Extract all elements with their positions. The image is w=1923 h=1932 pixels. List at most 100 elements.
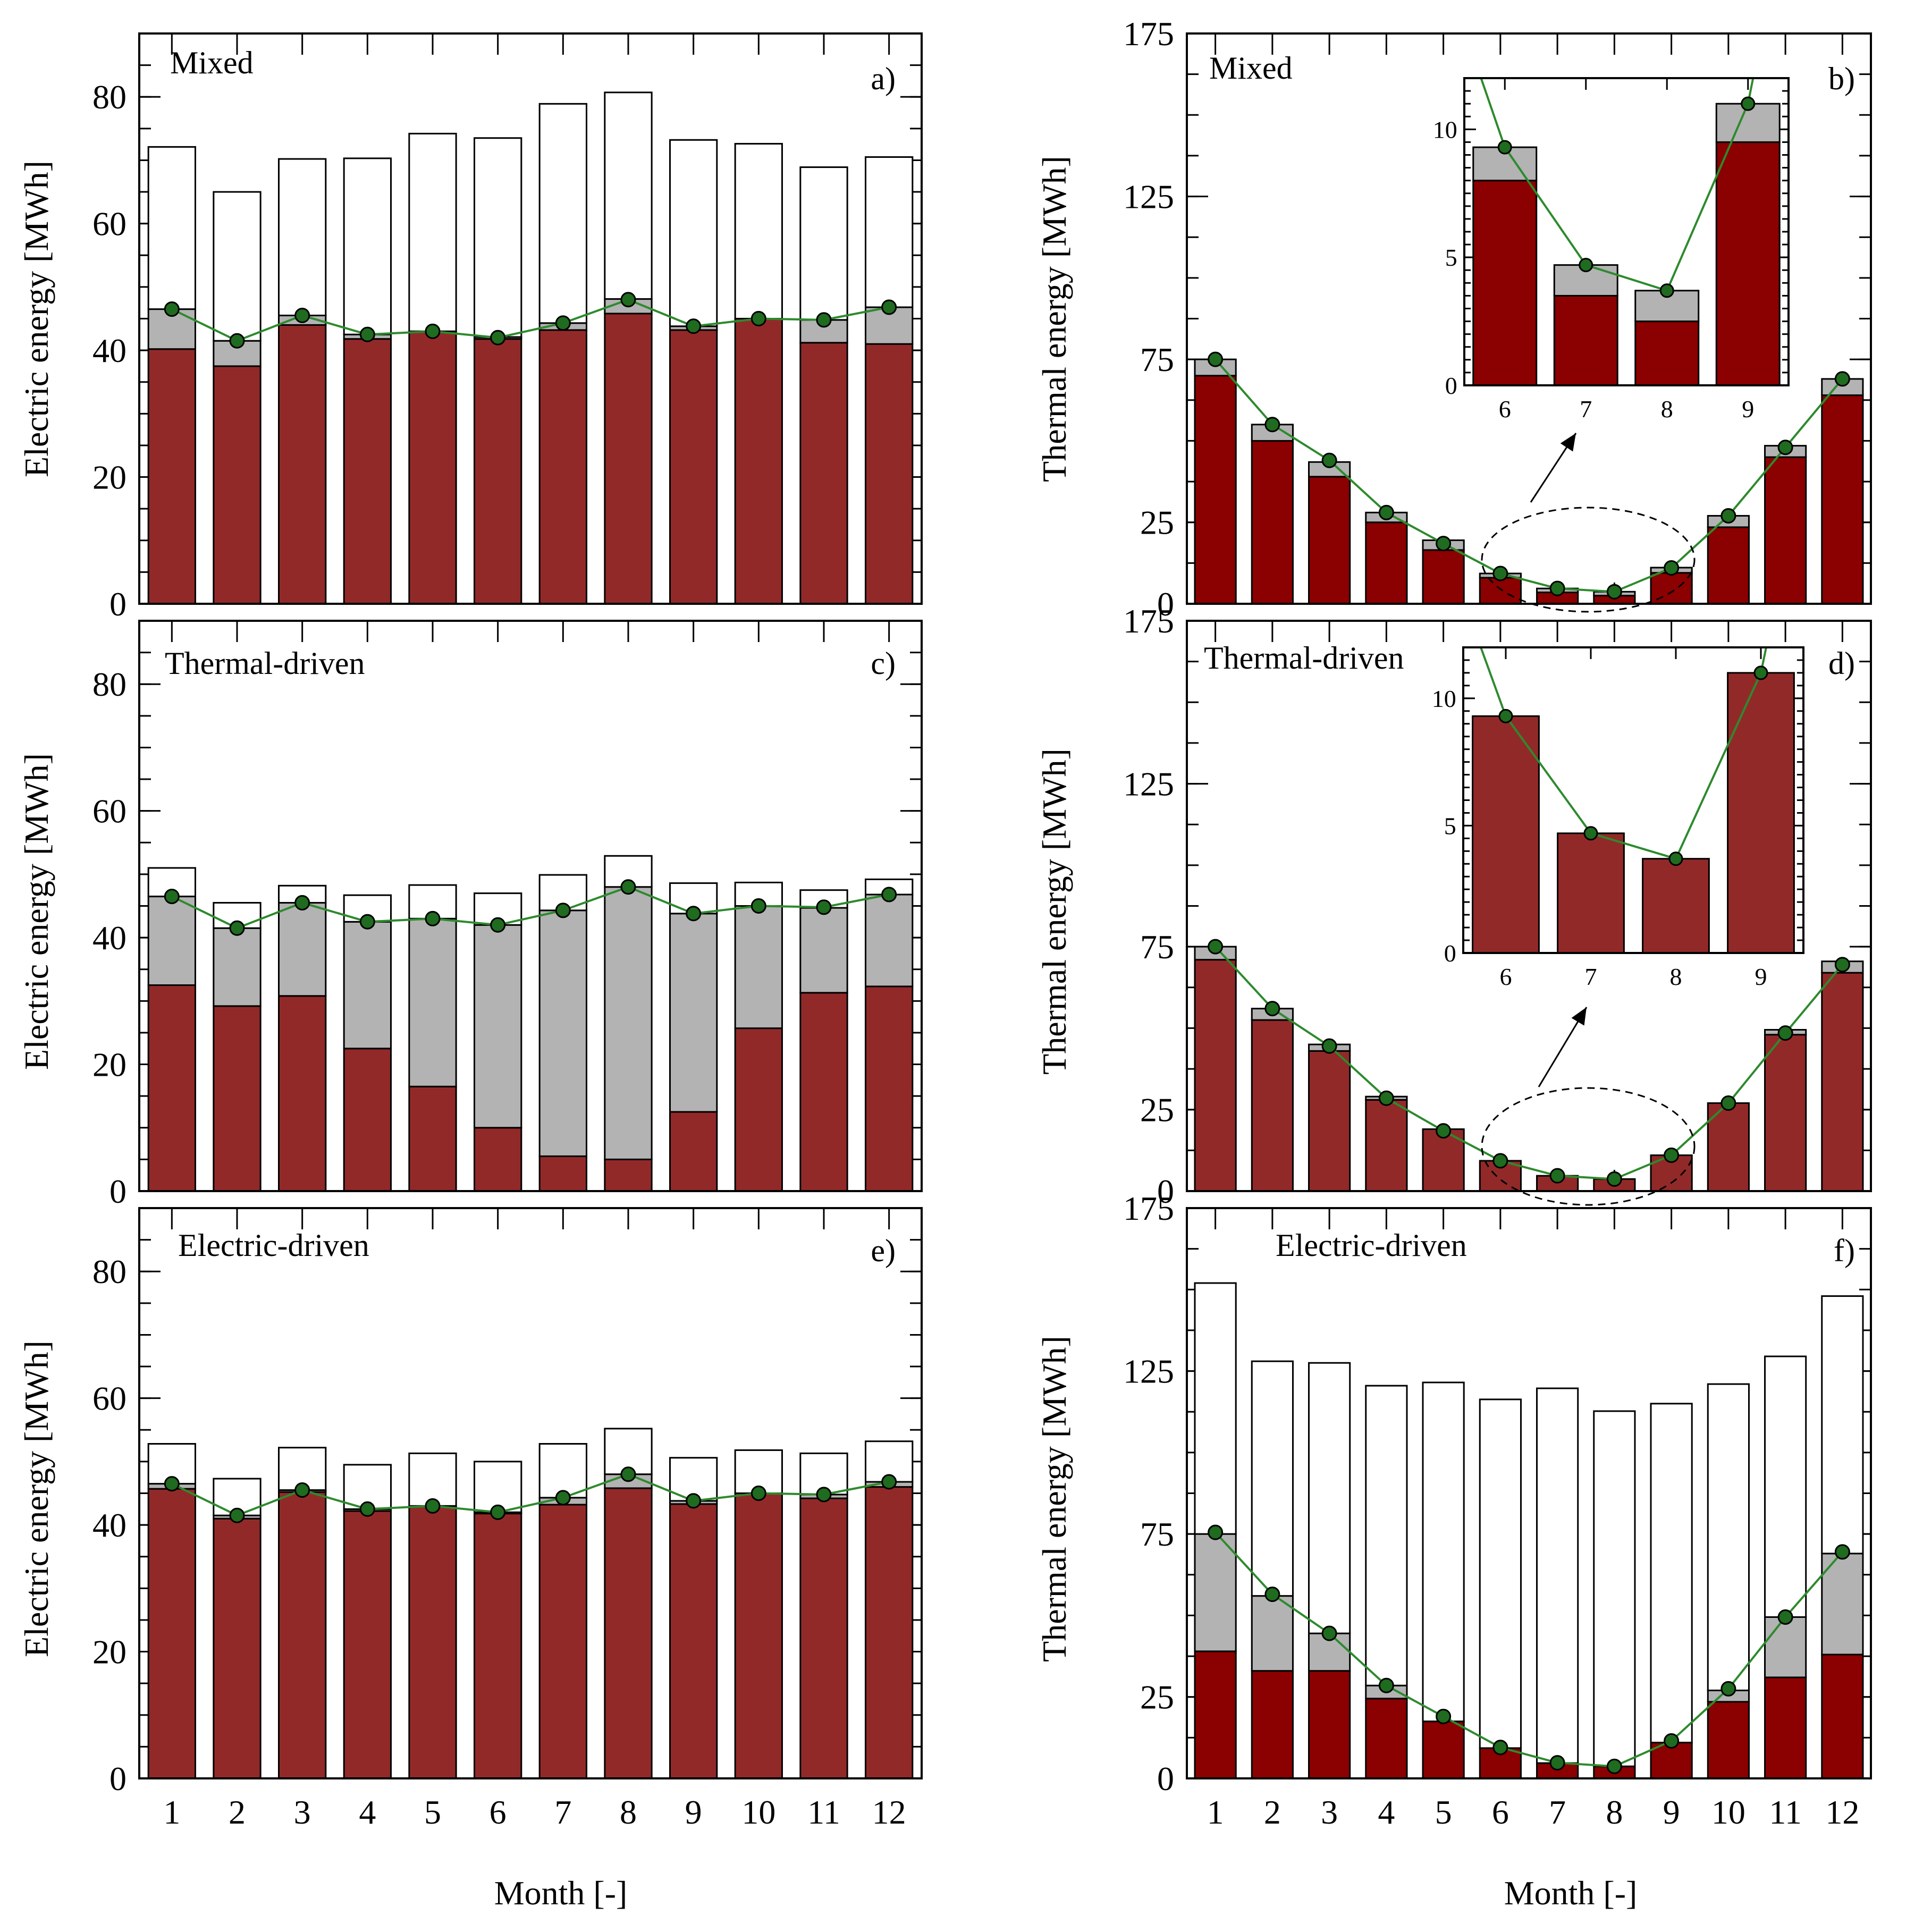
- panel-d-demand-point: [1606, 1171, 1622, 1187]
- panel-c-demand-point: [294, 895, 310, 911]
- panel-f-bar-exported: [1650, 1403, 1693, 1744]
- panel-f-bar-exported: [1251, 1360, 1294, 1597]
- panel-a-demand-point: [555, 315, 571, 331]
- panel-a-bar-exported: [865, 156, 914, 308]
- panel-c-bar-produced: [604, 1158, 653, 1192]
- panel-a-bar-exported: [147, 146, 196, 310]
- panel-b-demand-point: [1606, 584, 1622, 600]
- panel-d-y-tick-label: 175: [1123, 602, 1174, 640]
- panel-b-inset-bar-supplementary: [1634, 290, 1700, 323]
- panel-b-y-tick-label: 125: [1123, 178, 1174, 216]
- panel-e-bar-produced: [147, 1488, 196, 1779]
- panel-c-y-tick-label: 20: [92, 1046, 126, 1084]
- panel-c-demand-point: [359, 914, 375, 930]
- panel-a-bar-exported: [408, 132, 457, 332]
- panel-e-bar-exported: [538, 1443, 587, 1499]
- panel-c-bar-produced: [538, 1155, 587, 1192]
- panel-a-demand-point: [686, 318, 702, 334]
- panel-d-inset-demand-point: [1498, 708, 1513, 723]
- panel-c-y-axis-title: Electric energy [MWh]: [18, 753, 55, 1070]
- panel-a-y-tick-label: 60: [92, 205, 126, 243]
- panel-e-bar-produced: [734, 1492, 783, 1779]
- panel-b-demand-point: [1378, 504, 1394, 520]
- panel-c-demand-point: [164, 889, 180, 905]
- panel-a-bar-exported: [278, 158, 327, 317]
- panel-d-letter: d): [1828, 646, 1855, 681]
- panel-e-x-tick-label: 4: [359, 1793, 376, 1831]
- panel-d-demand-line: [1214, 946, 1843, 1180]
- panel-f-bar-exported: [1479, 1398, 1522, 1749]
- panel-e-demand-point: [425, 1498, 441, 1514]
- panel-a-y-axis-title: Electric energy [MWh]: [18, 161, 55, 477]
- panel-b-inset-demand-point: [1659, 283, 1674, 298]
- panel-e-bar-produced: [669, 1503, 718, 1779]
- panel-b-demand-point: [1264, 417, 1280, 433]
- panel-c-bar-supplementary: [278, 902, 327, 997]
- panel-a-mixed-electric: 0 20 40 60 80 Mixed a) Electric energy [MWh]: [18, 32, 923, 623]
- panel-a-bar-exported: [669, 139, 718, 327]
- panel-e-demand-point: [750, 1486, 766, 1501]
- panel-a-bar-produced: [343, 338, 392, 605]
- panel-c-bar-produced: [343, 1048, 392, 1192]
- panel-f-demand-point: [1549, 1755, 1565, 1771]
- panel-b-demand-point: [1720, 508, 1736, 524]
- panel-f-bar-exported: [1194, 1282, 1237, 1535]
- panel-e-bar-produced: [865, 1486, 914, 1779]
- panel-a-demand-point: [229, 333, 245, 349]
- panel-a-bar-exported: [213, 191, 262, 342]
- panel-d-bar-produced: [1764, 1034, 1807, 1192]
- panel-f-bar-exported: [1707, 1383, 1750, 1691]
- panel-f-bar-supplementary: [1821, 1553, 1864, 1656]
- panel-d-inset-bar-produced: [1472, 715, 1540, 954]
- panel-f-y-tick-label: 25: [1140, 1678, 1174, 1716]
- panel-b-inset-x-tick-label: 6: [1499, 395, 1511, 423]
- panel-a-bar-produced: [734, 318, 783, 605]
- panel-e-demand-point: [294, 1482, 310, 1498]
- panel-f-demand-point: [1321, 1625, 1337, 1641]
- panel-a-frame: [138, 32, 923, 605]
- panel-a-demand-point: [359, 326, 375, 342]
- panel-f-x-tick-label: 2: [1264, 1793, 1281, 1831]
- panel-b-inset-x-tick-label: 9: [1742, 395, 1754, 423]
- panel-b-bar-produced: [1764, 456, 1807, 605]
- panel-c-frame: [138, 620, 923, 1192]
- panel-e-bar-exported: [865, 1440, 914, 1483]
- panel-a-bar-produced: [799, 342, 848, 605]
- panel-b-bar-produced: [1308, 476, 1351, 605]
- panel-b-inset-demand-point: [1497, 140, 1512, 155]
- panel-a-bar-exported: [734, 142, 783, 319]
- panel-a-y-tick-label: 20: [92, 459, 126, 496]
- panel-e-y-tick-label: 40: [92, 1506, 126, 1544]
- panel-f-demand-point: [1436, 1709, 1452, 1725]
- panel-a-bar-exported: [799, 166, 848, 321]
- panel-e-bar-produced: [474, 1513, 522, 1779]
- panel-d-zoom-arrowhead: [1571, 1007, 1587, 1026]
- panel-d-zoom-ellipse: [1481, 1087, 1696, 1206]
- panel-a-demand-point: [164, 301, 180, 317]
- panel-b-inset: 0 5 10 6 7 8 9: [1433, 77, 1790, 423]
- panel-f-bar-exported: [1422, 1381, 1465, 1723]
- panel-e-x-tick-label: 9: [685, 1793, 702, 1831]
- panel-b-inset-frame: [1463, 77, 1790, 386]
- panel-f-x-tick-label: 10: [1711, 1793, 1745, 1831]
- panel-e-y-tick-label: 20: [92, 1633, 126, 1671]
- panel-a-demand-line: [171, 298, 890, 342]
- panel-d-demand-point: [1777, 1025, 1793, 1041]
- panel-f-bar-exported: [1308, 1362, 1351, 1634]
- panel-d-inset-x-tick-label: 9: [1755, 963, 1767, 990]
- panel-b-zoom-ellipse: [1481, 507, 1696, 613]
- panel-a-bar-exported: [474, 137, 522, 338]
- x-axis-title-right: Month [-]: [1504, 1874, 1638, 1912]
- panel-a-bar-produced: [865, 343, 914, 605]
- panel-b-demand-point: [1834, 371, 1850, 387]
- panel-c-bar-supplementary: [474, 924, 522, 1129]
- panel-e-demand-point: [686, 1493, 702, 1509]
- panel-b-mixed-thermal: 0 25 75 125 175 Mixed b) Thermal energy [MWh] 0 5…: [1035, 15, 1872, 623]
- panel-d-demand-point: [1208, 939, 1224, 955]
- panel-f-demand-point: [1834, 1544, 1850, 1560]
- panel-f-bar-exported: [1365, 1385, 1408, 1686]
- panel-d-bar-produced: [1308, 1050, 1351, 1192]
- panel-f-x-tick-label: 9: [1663, 1793, 1680, 1831]
- panel-e-bar-exported: [408, 1452, 457, 1507]
- panel-b-letter: b): [1828, 61, 1855, 96]
